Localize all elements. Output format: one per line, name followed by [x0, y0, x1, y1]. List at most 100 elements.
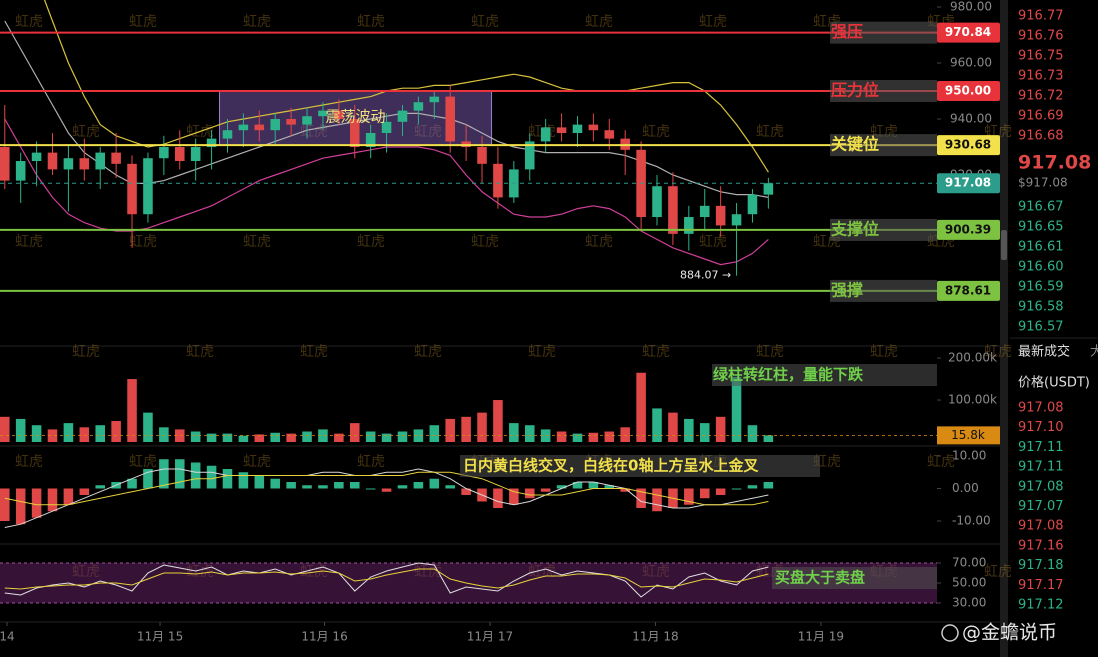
volume-bar: [699, 423, 710, 442]
macd-bar: [445, 485, 455, 489]
volume-bar: [445, 418, 455, 442]
volume-bar: [206, 433, 217, 442]
candle-body: [254, 124, 265, 131]
trade-price: 917.07: [1018, 499, 1064, 514]
macd-bar: [334, 481, 344, 489]
trade-price: 917.08: [1018, 519, 1064, 534]
volume-pane: [0, 372, 774, 442]
macd-bar: [238, 472, 249, 489]
macd-bar: [509, 488, 519, 505]
macd-bar: [127, 478, 137, 489]
macd-bar: [95, 485, 105, 489]
candle-body: [302, 116, 312, 125]
candle-body: [349, 119, 360, 148]
candle-body: [159, 147, 169, 159]
bid-price: 916.60: [1018, 260, 1064, 275]
watermark: 虹虎: [585, 14, 613, 30]
volume-bar: [652, 408, 662, 442]
macd-bar: [270, 478, 280, 489]
range-box-label: 震荡波动: [326, 108, 386, 126]
trade-price: 917.17: [1018, 578, 1064, 593]
volume-bar: [731, 376, 742, 442]
watermark: 虹虎: [243, 14, 271, 30]
volume-bar: [143, 412, 153, 442]
macd-bar: [413, 481, 424, 489]
x-tick-label: 11月 16: [301, 630, 347, 644]
indicator-line: [4, 568, 769, 590]
volume-bar: [509, 423, 519, 442]
volume-bar: [63, 423, 74, 442]
macd-bar: [731, 488, 742, 490]
watermark: 虹虎: [357, 234, 385, 250]
volume-bar: [365, 431, 376, 442]
credit: @金蟾说币: [962, 622, 1057, 644]
level-value: 900.39: [945, 222, 991, 236]
low-annotation: 884.07 →: [680, 269, 731, 282]
volume-bar: [318, 429, 328, 442]
volume-bar: [238, 435, 249, 442]
volume-bar: [127, 379, 137, 442]
watermark: 虹虎: [528, 344, 556, 360]
volume-bar: [684, 418, 694, 442]
macd-bar: [190, 462, 201, 489]
trade-price: 917.08: [1018, 479, 1064, 494]
scroll-track: [1000, 0, 1008, 657]
macd-bar: [461, 488, 471, 495]
candle-body: [270, 119, 280, 131]
volume-bar: [270, 432, 280, 442]
y-tick-label: 940.00: [950, 112, 992, 126]
candle-body: [206, 138, 217, 148]
ask-price: 916.69: [1018, 109, 1064, 124]
ask-price: 916.75: [1018, 49, 1064, 64]
macd-bar: [349, 481, 360, 489]
macd-bar: [302, 485, 312, 489]
macd-bar: [318, 485, 328, 489]
ask-price: 916.72: [1018, 89, 1064, 104]
candle-body: [445, 96, 455, 142]
candle-body: [0, 147, 10, 181]
watermark: 虹虎: [699, 234, 727, 250]
level-name: 强压: [831, 22, 863, 41]
volume-bar: [715, 416, 726, 442]
candle-body: [397, 110, 408, 122]
x-tick-label: 11月 18: [632, 630, 678, 644]
level-value-box: [937, 135, 1000, 156]
level-name-box: [830, 21, 937, 44]
macd-bar: [763, 481, 774, 489]
note-box: [712, 364, 937, 386]
scroll-thumb[interactable]: [1001, 230, 1007, 260]
watermark: 虹虎: [300, 344, 328, 360]
watermark: 虹虎: [72, 124, 100, 140]
candle-body: [413, 102, 424, 111]
watermark: 虹虎: [15, 14, 43, 30]
level-value: 950.00: [945, 84, 991, 98]
level-value-box: [937, 81, 1000, 102]
level-name-box: [830, 80, 937, 103]
watermark: 虹虎: [870, 344, 898, 360]
macd-bar: [747, 485, 758, 489]
y-tick-label: -10.00: [952, 513, 991, 527]
volume-bar: [95, 425, 105, 442]
watermark: 虹虎: [642, 344, 670, 360]
candle-body: [222, 130, 233, 139]
macd-bar: [588, 481, 599, 489]
trade-price: 917.11: [1018, 460, 1064, 475]
volume-bar: [763, 435, 774, 442]
macd-bar: [79, 488, 90, 495]
candle-body: [111, 152, 121, 164]
macd-bar: [174, 459, 185, 489]
volume-bar: [334, 433, 344, 442]
note-box: [460, 455, 820, 477]
volume-bar: [588, 432, 599, 442]
volume-bar: [79, 427, 90, 442]
macd-bar: [493, 488, 503, 508]
candle-body: [668, 186, 678, 234]
candle-body: [652, 186, 662, 218]
trades-title: 最新成交: [1018, 344, 1070, 360]
volume-bar: [190, 431, 201, 442]
volume-bar: [159, 427, 169, 442]
volume-bar: [524, 425, 535, 442]
level-value: 917.08: [945, 176, 991, 190]
